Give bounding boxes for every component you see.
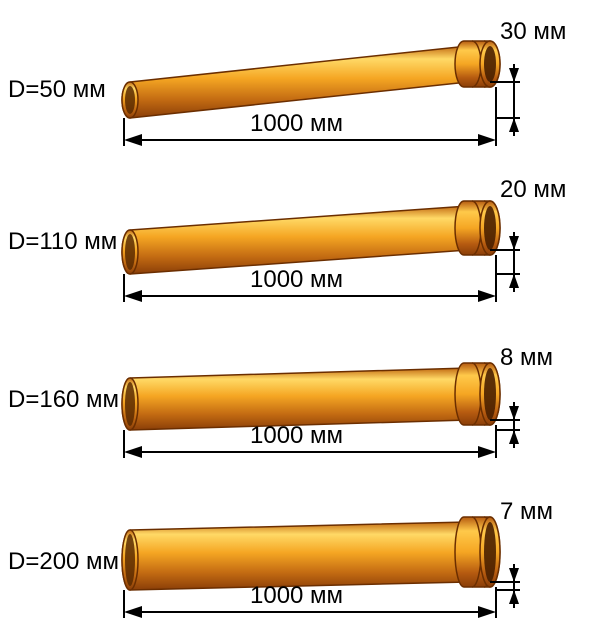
length-label: 1000 мм bbox=[250, 422, 343, 450]
height-label: 20 мм bbox=[500, 176, 566, 204]
height-label: 7 мм bbox=[500, 498, 553, 526]
diameter-label: D=50 мм bbox=[8, 76, 106, 104]
pipe-row: D=160 мм 1000 мм 8 мм bbox=[0, 324, 603, 484]
length-label: 1000 мм bbox=[250, 266, 343, 294]
height-label: 8 мм bbox=[500, 344, 553, 372]
pipe-row: D=110 мм 1000 мм 20 мм bbox=[0, 172, 603, 332]
length-label: 1000 мм bbox=[250, 110, 343, 138]
pipe-row: D=200 мм 1000 мм 7 мм bbox=[0, 480, 603, 640]
height-label: 30 мм bbox=[500, 18, 566, 46]
diameter-label: D=110 мм bbox=[8, 228, 117, 256]
diameter-label: D=200 мм bbox=[8, 548, 119, 576]
diameter-label: D=160 мм bbox=[8, 386, 119, 414]
length-label: 1000 мм bbox=[250, 582, 343, 610]
pipe-row: D=50 мм 1000 мм 30 мм bbox=[0, 20, 603, 180]
